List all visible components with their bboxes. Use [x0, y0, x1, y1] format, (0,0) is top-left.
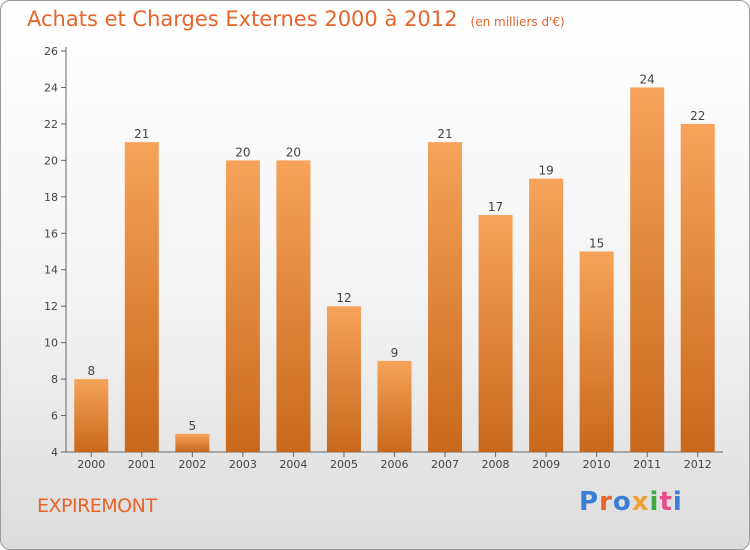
data-label: 9: [391, 346, 399, 360]
bar: [579, 251, 614, 452]
logo-letter: r: [599, 487, 613, 517]
bar: [478, 215, 513, 452]
logo-letter: x: [631, 487, 650, 517]
data-label: 20: [286, 145, 301, 159]
data-label: 5: [189, 419, 197, 433]
data-label: 24: [640, 72, 655, 86]
y-tick-label: 10: [44, 337, 58, 350]
chart-title: Achats et Charges Externes 2000 à 2012 (…: [27, 7, 565, 31]
chart-title-unit: (en milliers d'€): [470, 15, 565, 29]
data-label: 19: [538, 164, 553, 178]
proxiti-logo: Proxiti: [579, 487, 683, 517]
y-tick-label: 8: [51, 373, 58, 386]
y-tick-label: 24: [44, 81, 58, 94]
y-tick-label: 22: [44, 118, 58, 131]
y-tick-label: 26: [44, 45, 58, 58]
y-tick-label: 16: [44, 227, 58, 240]
bar: [276, 160, 311, 452]
data-label: 15: [589, 237, 604, 251]
bar: [630, 87, 665, 453]
x-tick-label: 2003: [229, 458, 257, 471]
x-tick-label: 2009: [532, 458, 560, 471]
bar: [377, 360, 412, 452]
place-name: EXPIREMONT: [37, 495, 157, 517]
bar: [529, 178, 564, 452]
bar: [74, 379, 109, 452]
y-tick-label: 20: [44, 154, 58, 167]
x-tick-label: 2004: [279, 458, 307, 471]
bar: [326, 306, 361, 452]
x-tick-label: 2002: [178, 458, 206, 471]
x-tick-label: 2011: [633, 458, 661, 471]
x-tick-label: 2012: [684, 458, 712, 471]
x-tick-label: 2008: [482, 458, 510, 471]
chart-title-main: Achats et Charges Externes 2000 à 2012: [27, 7, 458, 31]
bar: [428, 142, 463, 453]
bar: [175, 433, 210, 452]
bar: [680, 123, 715, 452]
data-label: 20: [235, 145, 250, 159]
y-tick-label: 6: [51, 410, 58, 423]
logo-letter: o: [612, 487, 632, 517]
y-tick-label: 18: [44, 191, 58, 204]
x-tick-label: 2007: [431, 458, 459, 471]
data-label: 12: [336, 291, 351, 305]
x-tick-label: 2005: [330, 458, 358, 471]
logo-letter: i: [672, 487, 683, 517]
data-label: 21: [134, 127, 149, 141]
logo-letter: t: [659, 487, 673, 517]
data-label: 22: [690, 109, 705, 123]
logo-letter: P: [579, 487, 600, 517]
data-label: 8: [87, 364, 95, 378]
y-tick-label: 12: [44, 300, 58, 313]
axes: 4 6 8 10 12 14 16 18 20 22 24 26 2000 2001 2002 2003 200…: [44, 45, 723, 471]
x-tick-label: 2010: [583, 458, 611, 471]
data-label: 17: [488, 200, 503, 214]
bars: [74, 87, 715, 453]
logo-letter: i: [649, 487, 660, 517]
data-label: 21: [437, 127, 452, 141]
y-tick-label: 14: [44, 264, 58, 277]
bar: [225, 160, 260, 452]
y-tick-label: 4: [51, 446, 58, 459]
x-tick-label: 2001: [128, 458, 156, 471]
x-tick-label: 2006: [381, 458, 409, 471]
bar: [124, 142, 159, 453]
data-labels: 8 21 5 20 20 12 9 21 17 19 15 24 22: [87, 72, 705, 432]
x-tick-label: 2000: [77, 458, 105, 471]
